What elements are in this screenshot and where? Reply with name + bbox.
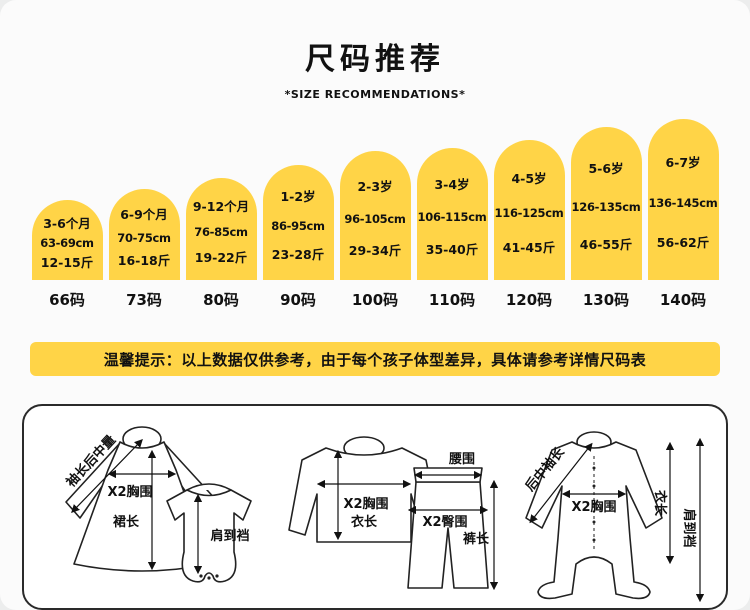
age-range: 3-4岁	[434, 176, 470, 192]
weight-range: 12-15斤	[40, 255, 94, 271]
weight-range: 23-28斤	[271, 246, 325, 262]
size-column-120: 4-5岁 116-125cm 41-45斤 120码	[493, 140, 565, 310]
age-range: 9-12个月	[192, 199, 250, 215]
size-dome: 3-4岁 106-115cm 35-40斤	[416, 148, 488, 280]
height-range: 126-135cm	[571, 199, 641, 214]
measure-label-pants-hip: X2臀围	[422, 515, 467, 530]
page-title: 尺码推荐	[305, 42, 445, 77]
size-code: 80码	[203, 291, 239, 309]
size-dome: 9-12个月 76-85cm 19-22斤	[185, 178, 257, 280]
size-code: 66码	[49, 291, 85, 309]
size-code: 130码	[582, 291, 630, 309]
measure-label-shirt-length: 衣长	[351, 514, 378, 530]
measurement-diagram-box: 袖长后中量 X2胸围 裙长 肩到裆 X2胸围 衣长	[22, 404, 728, 610]
weight-range: 35-40斤	[425, 242, 479, 258]
size-column-66: 3-6个月 63-69cm 12-15斤 66码	[31, 200, 103, 310]
size-column-130: 5-6岁 126-135cm 46-55斤 130码	[570, 127, 642, 310]
size-dome-chart: 3-6个月 63-69cm 12-15斤 66码 6-9个月 70-75cm 1…	[0, 119, 750, 310]
size-code: 73码	[126, 291, 162, 309]
height-range: 76-85cm	[194, 225, 248, 240]
size-dome: 6-9个月 70-75cm 16-18斤	[108, 189, 180, 280]
age-range: 3-6个月	[43, 215, 91, 231]
snap-dot	[207, 576, 211, 580]
size-column-90: 1-2岁 86-95cm 23-28斤 90码	[262, 165, 334, 310]
age-range: 6-7岁	[665, 154, 701, 170]
measure-label-romper-shoulder-crotch: 肩到裆	[681, 508, 697, 547]
size-dome: 2-3岁 96-105cm 29-34斤	[339, 151, 411, 280]
size-dome: 6-7岁 136-145cm 56-62斤	[647, 119, 719, 280]
snap-dot	[592, 484, 596, 488]
size-column-110: 3-4岁 106-115cm 35-40斤 110码	[416, 148, 488, 310]
snap-dot	[592, 502, 596, 506]
age-range: 5-6岁	[588, 160, 624, 176]
size-code: 110码	[428, 291, 476, 309]
age-range: 6-9个月	[120, 207, 168, 223]
size-code: 120码	[505, 291, 553, 309]
height-range: 136-145cm	[648, 195, 718, 210]
romper-sleeve-arrow	[529, 442, 593, 524]
measure-label-pants-length: 裤长	[462, 531, 490, 547]
measure-label-pants-waist: 腰围	[448, 452, 475, 467]
measure-label-bodysuit-shoulder-crotch: 肩到裆	[210, 528, 249, 544]
pants-diagram: 腰围 X2臀围 裤长	[407, 452, 499, 591]
size-dome: 1-2岁 86-95cm 23-28斤	[262, 165, 334, 280]
size-code: 90码	[280, 291, 316, 309]
size-dome: 3-6个月 63-69cm 12-15斤	[31, 200, 103, 280]
bodysuit-diagram: 肩到裆	[166, 483, 252, 583]
measure-label-romper-chest: X2胸围	[571, 499, 616, 515]
size-column-140: 6-7岁 136-145cm 56-62斤 140码	[647, 119, 719, 310]
weight-range: 46-55斤	[579, 237, 633, 253]
measurement-diagram: 袖长后中量 X2胸围 裙长 肩到裆 X2胸围 衣长	[63, 426, 705, 603]
dress-sleeve-arrow	[71, 438, 143, 514]
bodysuit-body	[166, 489, 252, 583]
height-range: 63-69cm	[40, 236, 94, 251]
size-code: 140码	[659, 291, 707, 309]
age-range: 2-3岁	[357, 178, 393, 194]
shirt-diagram: X2胸围 衣长	[288, 436, 441, 543]
size-column-100: 2-3岁 96-105cm 29-34斤 100码	[339, 151, 411, 310]
snap-dot	[199, 574, 203, 578]
height-range: 86-95cm	[271, 218, 325, 233]
weight-range: 29-34斤	[348, 243, 402, 259]
height-range: 96-105cm	[344, 211, 406, 226]
romper-diagram: 后中袖长 X2胸围 衣长 肩到裆	[522, 431, 705, 603]
notice-banner: 温馨提示：以上数据仅供参考，由于每个孩子体型差异，具体请参考详情尺码表	[30, 342, 720, 376]
measure-label-shirt-chest: X2胸围	[343, 496, 388, 512]
size-column-73: 6-9个月 70-75cm 16-18斤 73码	[108, 189, 180, 310]
age-range: 4-5岁	[511, 170, 547, 186]
height-range: 70-75cm	[117, 230, 171, 245]
weight-range: 19-22斤	[194, 249, 248, 265]
weight-range: 56-62斤	[656, 235, 710, 251]
measure-label-dress-chest: X2胸围	[107, 484, 152, 500]
shirt-body	[288, 447, 441, 543]
weight-range: 41-45斤	[502, 240, 556, 256]
height-range: 106-115cm	[417, 210, 487, 225]
weight-range: 16-18斤	[117, 252, 171, 268]
snap-dot	[592, 466, 596, 470]
snap-dot	[592, 538, 596, 542]
measure-label-romper-length: 衣长	[652, 490, 668, 517]
snap-dot	[215, 574, 219, 578]
height-range: 116-125cm	[494, 206, 564, 221]
snap-dot	[592, 520, 596, 524]
size-dome: 4-5岁 116-125cm 41-45斤	[493, 140, 565, 280]
page-subtitle: *SIZE RECOMMENDATIONS*	[284, 88, 466, 101]
measure-label-dress-length: 裙长	[113, 514, 140, 530]
size-dome: 5-6岁 126-135cm 46-55斤	[570, 127, 642, 280]
age-range: 1-2岁	[280, 189, 316, 205]
bodysuit-collar	[186, 483, 232, 491]
size-column-80: 9-12个月 76-85cm 19-22斤 80码	[185, 178, 257, 310]
size-code: 100码	[351, 291, 399, 309]
